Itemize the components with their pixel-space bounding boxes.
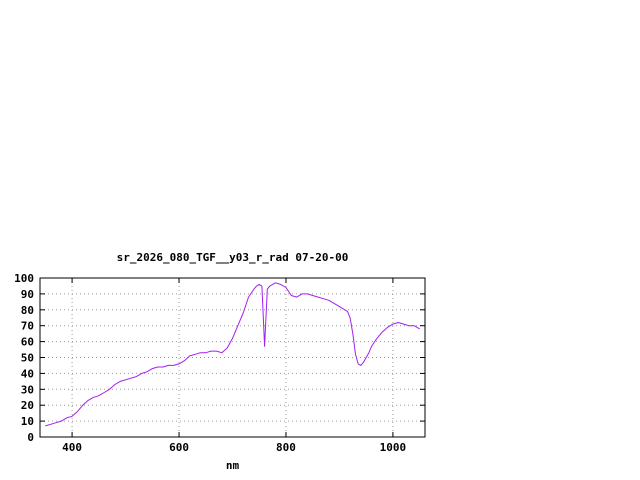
y-tick-label: 30 — [21, 383, 34, 396]
chart-title: sr_2026_080_TGF__y03_r_rad 07-20-00 — [116, 251, 349, 264]
y-tick-label: 90 — [21, 288, 34, 301]
y-tick-label: 80 — [21, 304, 34, 317]
x-tick-label: 600 — [169, 441, 189, 454]
x-tick-label: 800 — [276, 441, 296, 454]
y-tick-label: 10 — [21, 415, 34, 428]
y-tick-label: 40 — [21, 367, 34, 380]
data-line-reflectance — [45, 282, 420, 427]
x-tick-label: 400 — [62, 441, 82, 454]
y-tick-label: 20 — [21, 399, 34, 412]
y-tick-label: 60 — [21, 336, 34, 349]
y-tick-label: 70 — [21, 320, 34, 333]
y-tick-label: 100 — [14, 272, 34, 285]
x-axis-label: nm — [225, 459, 240, 472]
y-tick-label: 0 — [27, 431, 34, 444]
y-tick-label: 50 — [21, 352, 34, 365]
x-tick-label: 1000 — [380, 441, 407, 454]
